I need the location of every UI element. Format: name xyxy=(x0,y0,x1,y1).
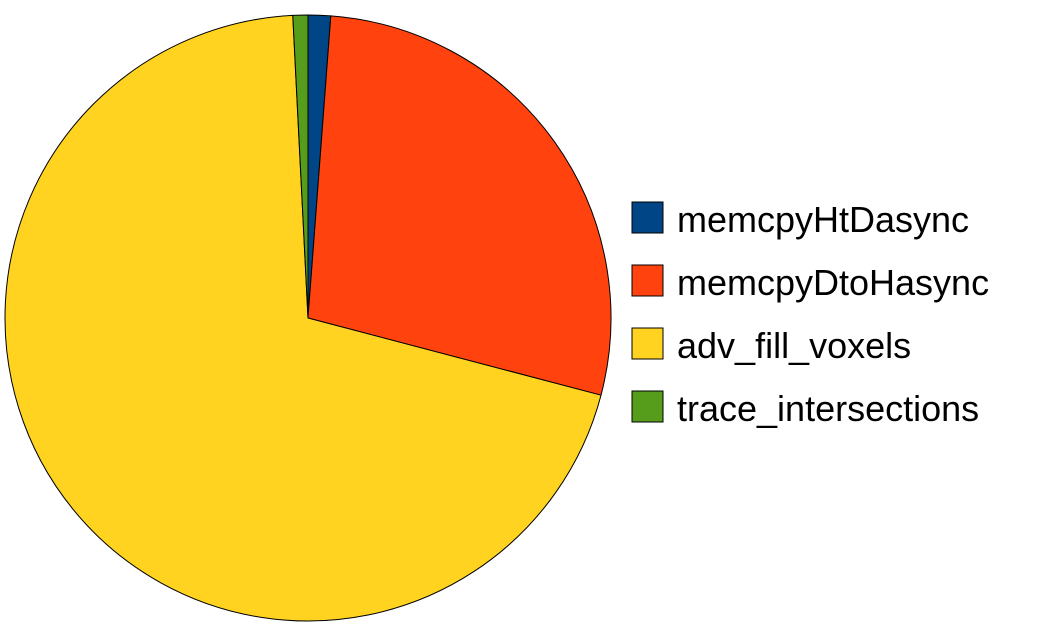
legend-label-1: memcpyDtoHasync xyxy=(677,262,989,303)
pie-slice-trace-intersections xyxy=(292,14,309,319)
legend-swatch-0 xyxy=(631,201,664,234)
legend-swatch-2 xyxy=(631,327,664,360)
pie-slices xyxy=(4,14,612,622)
legend-label-3: trace_intersections xyxy=(677,388,979,429)
legend: memcpyHtDasync memcpyDtoHasync adv_fill_vo… xyxy=(631,199,989,429)
pie-slice-memcpydtohasync xyxy=(307,15,612,396)
legend-swatch-3 xyxy=(631,390,664,423)
legend-swatch-1 xyxy=(631,264,664,297)
legend-label-0: memcpyHtDasync xyxy=(677,199,969,240)
legend-label-2: adv_fill_voxels xyxy=(677,325,911,366)
pie-slice-adv-fill-voxels xyxy=(4,14,602,622)
